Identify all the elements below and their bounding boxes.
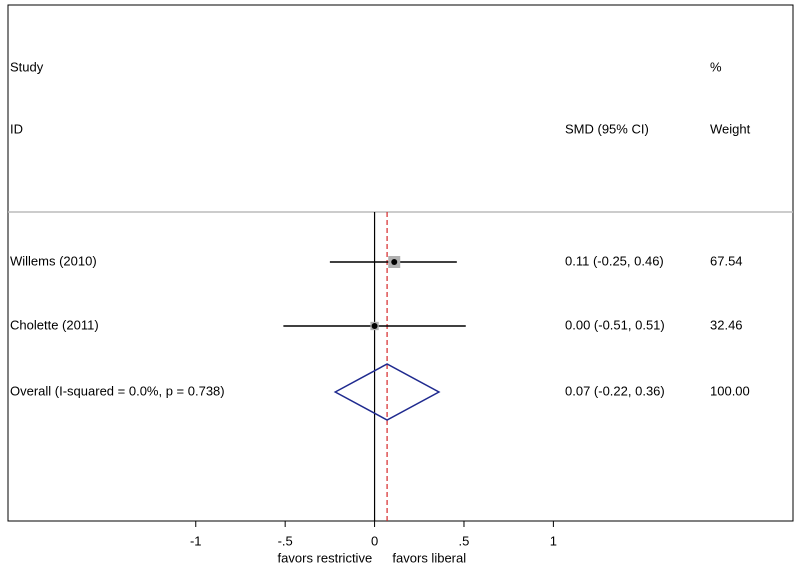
x-tick-label: 0: [371, 533, 378, 548]
study-label: Willems (2010): [10, 253, 97, 268]
study-weight: 67.54: [710, 253, 743, 268]
header-weight-top: %: [710, 59, 722, 74]
overall-label: Overall (I-squared = 0.0%, p = 0.738): [10, 383, 225, 398]
overall-diamond: [333, 363, 441, 421]
study-label: Cholette (2011): [10, 317, 99, 332]
x-tick-label: -1: [190, 533, 202, 548]
point-estimate: [391, 259, 398, 265]
x-tick-label: -.5: [278, 533, 293, 548]
axis-annotation-right: favors liberal: [392, 550, 466, 565]
header-weight: Weight: [710, 121, 751, 136]
study-effect: 0.00 (-0.51, 0.51): [565, 317, 665, 332]
overall-weight: 100.00: [710, 383, 750, 398]
axis-annotation-left: favors restrictive: [278, 550, 373, 565]
study-effect: 0.11 (-0.25, 0.46): [565, 253, 664, 268]
overall-effect: 0.07 (-0.22, 0.36): [565, 383, 665, 398]
header-effect: SMD (95% CI): [565, 121, 649, 136]
study-weight: 32.46: [710, 317, 743, 332]
x-tick-label: 1: [550, 533, 557, 548]
point-estimate: [371, 323, 378, 329]
header-study: Study: [10, 59, 44, 74]
x-tick-label: .5: [459, 533, 470, 548]
plot-frame: [7, 4, 794, 522]
header-id: ID: [10, 121, 23, 136]
